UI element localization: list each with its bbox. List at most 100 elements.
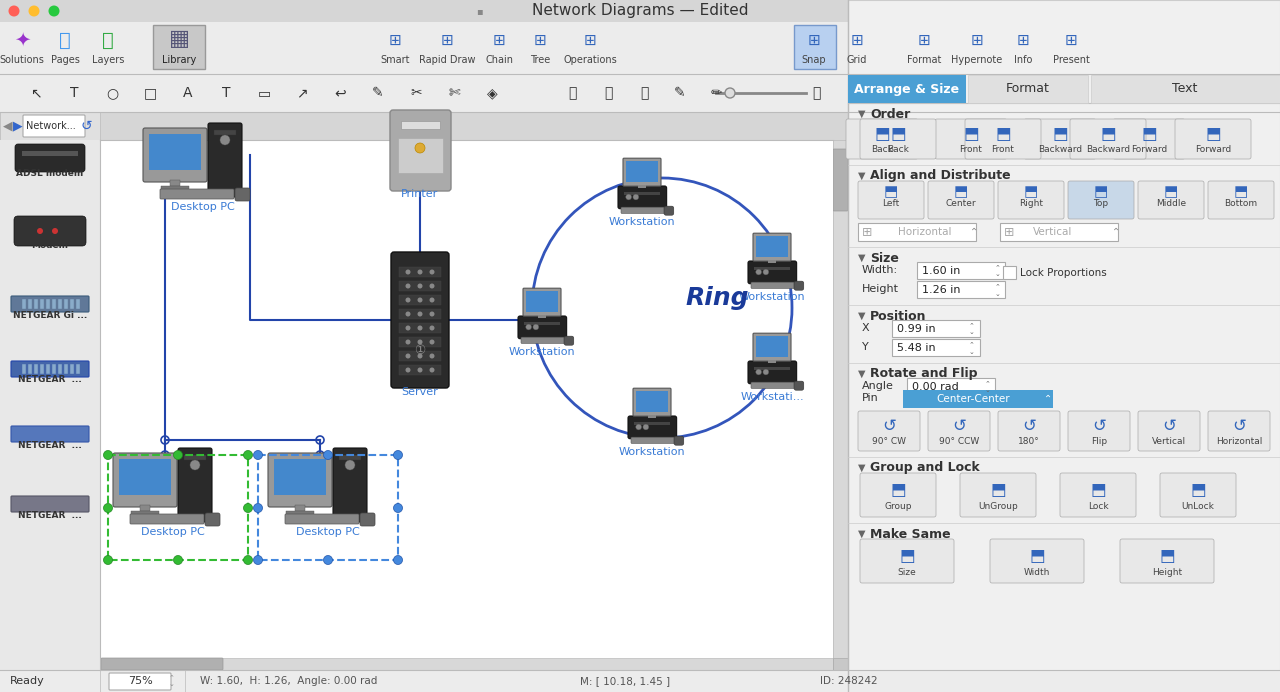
FancyBboxPatch shape: [1138, 181, 1204, 219]
FancyBboxPatch shape: [1160, 473, 1236, 517]
Text: ⊞: ⊞: [440, 33, 453, 48]
Text: Network Diagrams — Edited: Network Diagrams — Edited: [531, 3, 749, 19]
FancyBboxPatch shape: [625, 192, 660, 195]
FancyBboxPatch shape: [768, 260, 776, 263]
FancyBboxPatch shape: [0, 140, 100, 670]
FancyBboxPatch shape: [860, 539, 954, 583]
FancyBboxPatch shape: [214, 130, 236, 135]
Circle shape: [189, 460, 200, 470]
Text: ⊞: ⊞: [493, 33, 506, 48]
Text: Workstati...: Workstati...: [740, 392, 804, 402]
Text: ↗: ↗: [296, 86, 307, 100]
FancyBboxPatch shape: [184, 455, 206, 460]
Text: ▼: ▼: [859, 463, 865, 473]
Text: NETGEAR  ...: NETGEAR ...: [18, 511, 82, 520]
Circle shape: [724, 88, 735, 98]
FancyBboxPatch shape: [833, 149, 849, 211]
FancyBboxPatch shape: [207, 123, 242, 197]
FancyBboxPatch shape: [360, 513, 375, 526]
FancyBboxPatch shape: [892, 339, 980, 356]
FancyBboxPatch shape: [1114, 119, 1185, 159]
Text: Group: Group: [884, 502, 911, 511]
FancyBboxPatch shape: [1004, 266, 1016, 279]
Text: A: A: [183, 86, 193, 100]
Text: Snap: Snap: [801, 55, 827, 65]
FancyBboxPatch shape: [916, 262, 1005, 279]
Text: Height: Height: [861, 284, 899, 294]
Text: ⌃
⌄: ⌃ ⌄: [969, 341, 975, 354]
FancyBboxPatch shape: [399, 323, 442, 333]
Text: Arrange & Size: Arrange & Size: [855, 82, 960, 95]
FancyBboxPatch shape: [846, 119, 918, 159]
FancyBboxPatch shape: [521, 337, 564, 343]
Text: Printer: Printer: [402, 189, 439, 199]
Text: T: T: [221, 86, 230, 100]
FancyBboxPatch shape: [518, 316, 567, 338]
FancyBboxPatch shape: [998, 181, 1064, 219]
FancyBboxPatch shape: [154, 25, 205, 69]
Text: Rotate and Flip: Rotate and Flip: [870, 367, 978, 381]
Circle shape: [243, 556, 252, 565]
Text: ⌃
⌄: ⌃ ⌄: [995, 284, 1000, 296]
FancyBboxPatch shape: [140, 505, 150, 511]
Text: ⬒: ⬒: [1091, 481, 1106, 499]
Circle shape: [393, 450, 402, 459]
Circle shape: [243, 450, 252, 459]
Circle shape: [763, 269, 769, 275]
Text: Lock: Lock: [1088, 502, 1108, 511]
FancyBboxPatch shape: [109, 673, 172, 690]
Text: ⊞: ⊞: [1016, 33, 1029, 48]
Text: Forward: Forward: [1194, 145, 1231, 154]
Text: ⬒: ⬒: [883, 185, 899, 199]
Text: Desktop PC: Desktop PC: [141, 527, 205, 537]
Text: ⬒: ⬒: [1234, 185, 1248, 199]
FancyBboxPatch shape: [390, 110, 451, 191]
Text: Front: Front: [992, 145, 1015, 154]
Text: M: [ 10.18, 1.45 ]: M: [ 10.18, 1.45 ]: [580, 676, 671, 686]
Text: ⌃: ⌃: [1112, 227, 1120, 237]
FancyBboxPatch shape: [524, 288, 561, 316]
Circle shape: [243, 504, 252, 513]
FancyBboxPatch shape: [1208, 181, 1274, 219]
FancyBboxPatch shape: [28, 299, 32, 309]
Circle shape: [406, 284, 411, 289]
Text: Front: Front: [960, 145, 983, 154]
Text: ✎: ✎: [372, 86, 384, 100]
FancyBboxPatch shape: [160, 189, 234, 199]
Text: 1.60 in: 1.60 in: [922, 266, 960, 276]
Text: ⊞: ⊞: [389, 33, 402, 48]
Text: ⊞: ⊞: [534, 33, 547, 48]
Text: Order: Order: [870, 107, 910, 120]
FancyBboxPatch shape: [52, 364, 56, 374]
Circle shape: [430, 340, 434, 345]
Text: Size: Size: [870, 251, 899, 264]
FancyBboxPatch shape: [401, 121, 440, 129]
Text: Workstation: Workstation: [609, 217, 676, 227]
FancyBboxPatch shape: [623, 158, 660, 186]
Text: Layers: Layers: [92, 55, 124, 65]
Text: ◈: ◈: [486, 86, 498, 100]
Text: Rapid Draw: Rapid Draw: [419, 55, 475, 65]
FancyBboxPatch shape: [100, 658, 833, 670]
FancyBboxPatch shape: [46, 299, 50, 309]
Text: Center-Center: Center-Center: [936, 394, 1010, 404]
Circle shape: [430, 284, 434, 289]
FancyBboxPatch shape: [399, 267, 442, 277]
Text: Ready: Ready: [10, 676, 45, 686]
Text: Pin: Pin: [861, 393, 879, 403]
Text: Text: Text: [1172, 82, 1198, 95]
Circle shape: [763, 369, 769, 375]
FancyBboxPatch shape: [0, 670, 1280, 692]
FancyBboxPatch shape: [399, 309, 442, 319]
Text: ↩: ↩: [334, 86, 346, 100]
FancyBboxPatch shape: [285, 514, 358, 524]
FancyBboxPatch shape: [23, 115, 84, 137]
Text: ↺: ↺: [882, 417, 896, 435]
Circle shape: [52, 228, 58, 234]
Text: Grid: Grid: [847, 55, 867, 65]
Circle shape: [417, 325, 422, 331]
Text: ↺: ↺: [1021, 417, 1036, 435]
Text: ⌃: ⌃: [970, 227, 978, 237]
Text: ⬒: ⬒: [1164, 185, 1178, 199]
Text: ⊞: ⊞: [584, 33, 596, 48]
